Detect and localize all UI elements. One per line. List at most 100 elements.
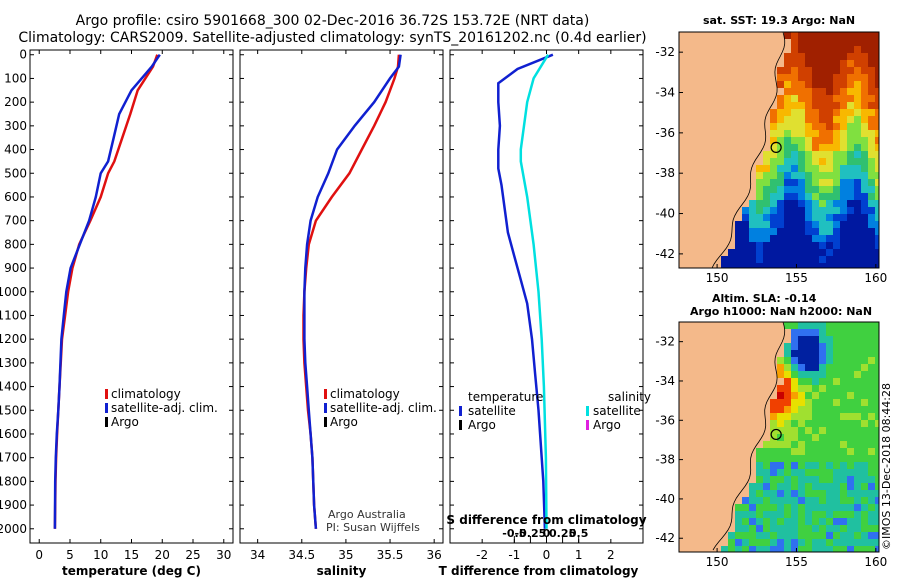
sst-map-cell [777, 242, 784, 249]
sst-map-cell [861, 179, 868, 186]
sst-map-cell [826, 109, 833, 116]
sla-map-cell [756, 483, 763, 490]
sla-map-cell [770, 504, 777, 511]
sst-map-cell [847, 207, 854, 214]
sla-map-cell [721, 490, 728, 497]
sst-map-cell [777, 165, 784, 172]
sst-map-cell [798, 102, 805, 109]
sst-map-cell [805, 263, 812, 268]
sst-map-cell [812, 249, 819, 256]
sst-map-cell [763, 74, 770, 81]
sla-map-cell [812, 441, 819, 448]
sst-map-cell [679, 137, 686, 144]
sst-map-cell [770, 95, 777, 102]
sla-map-cell [847, 350, 854, 357]
sst-map-cell [700, 256, 707, 263]
sla-map-cell [721, 378, 728, 385]
sst-map-cell [728, 228, 735, 235]
sla-map-cell [749, 546, 756, 552]
sla-map-cell [819, 385, 826, 392]
sla-map-cell [784, 357, 791, 364]
sla-map-cell [770, 350, 777, 357]
sla-map-cell [812, 336, 819, 343]
sla-map-cell [812, 350, 819, 357]
sla-map-cell [798, 476, 805, 483]
sst-map-cell [763, 95, 770, 102]
sst-map-cell [798, 207, 805, 214]
sst-map-cell [707, 32, 714, 39]
sla-map-cell [721, 469, 728, 476]
sla-map-cell [721, 476, 728, 483]
x-axis-label-0: temperature (deg C) [62, 564, 201, 578]
sla-map-cell [777, 476, 784, 483]
sla-map-cell [833, 511, 840, 518]
sla-map-cell [756, 413, 763, 420]
sst-map-cell [854, 130, 861, 137]
sla-map-cell [770, 343, 777, 350]
sst-map-cell [707, 95, 714, 102]
sla-map-cell [798, 469, 805, 476]
sst-map-cell [861, 186, 868, 193]
sst-map-cell [875, 158, 879, 165]
sla-map-cell [812, 434, 819, 441]
sst-map-cell [812, 221, 819, 228]
sst-map-cell [854, 186, 861, 193]
sst-map-cell [756, 228, 763, 235]
sla-map-cell [847, 322, 854, 329]
sst-map-cell [868, 39, 875, 46]
sla-map-cell [756, 518, 763, 525]
sla-map-cell [756, 476, 763, 483]
legend-entry-0-2: Argo [111, 415, 139, 429]
sst-map-cell [798, 81, 805, 88]
sst-map-cell [742, 193, 749, 200]
sla-map-cell [756, 371, 763, 378]
sla-map-cell [819, 427, 826, 434]
sst-map-cell [791, 116, 798, 123]
sst-map-cell [861, 60, 868, 67]
sla-map-cell [812, 329, 819, 336]
sst-map-cell [805, 109, 812, 116]
sst-map-cell [742, 151, 749, 158]
sst-map-cell [714, 60, 721, 67]
sla-map-cell [791, 532, 798, 539]
sst-map-cell [777, 116, 784, 123]
sla-map-cell [714, 420, 721, 427]
depth-tick-label: 1700 [0, 451, 27, 465]
sst-map-cell [875, 165, 879, 172]
sla-map-cell [819, 504, 826, 511]
sst-map-cell [763, 186, 770, 193]
sla-map-cell [714, 511, 721, 518]
sst-map-cell [826, 67, 833, 74]
sla-map-cell [826, 525, 833, 532]
sst-map-cell [721, 158, 728, 165]
sla-map-cell [875, 413, 879, 420]
sla-map-cell [868, 336, 875, 343]
sla-map-cell [791, 497, 798, 504]
sst-map-cell [791, 102, 798, 109]
sla-map-cell [735, 525, 742, 532]
sst-map-cell [812, 179, 819, 186]
sla-map-cell [770, 518, 777, 525]
legend-swatch-1 [324, 403, 327, 413]
sst-map-cell [784, 60, 791, 67]
sst-map-cell [875, 109, 879, 116]
sst-map-cell [875, 249, 879, 256]
sla-map-cell [742, 483, 749, 490]
sst-map-cell [756, 109, 763, 116]
sst-map-cell [861, 228, 868, 235]
sst-map-cell [707, 249, 714, 256]
sla-map-cell [833, 448, 840, 455]
sst-map-cell [707, 46, 714, 53]
sla-map-cell [770, 434, 777, 441]
sla-map-cell [805, 448, 812, 455]
sst-map-cell [777, 137, 784, 144]
sst-map-cell [693, 207, 700, 214]
sst-map-cell [826, 130, 833, 137]
sst-map-cell [868, 116, 875, 123]
sst-map-cell [756, 60, 763, 67]
sst-map-cell [791, 39, 798, 46]
sla-map-cell [707, 448, 714, 455]
sst-map-cell [791, 214, 798, 221]
depth-tick-label: 2000 [0, 522, 27, 536]
sla-map-cell [868, 476, 875, 483]
